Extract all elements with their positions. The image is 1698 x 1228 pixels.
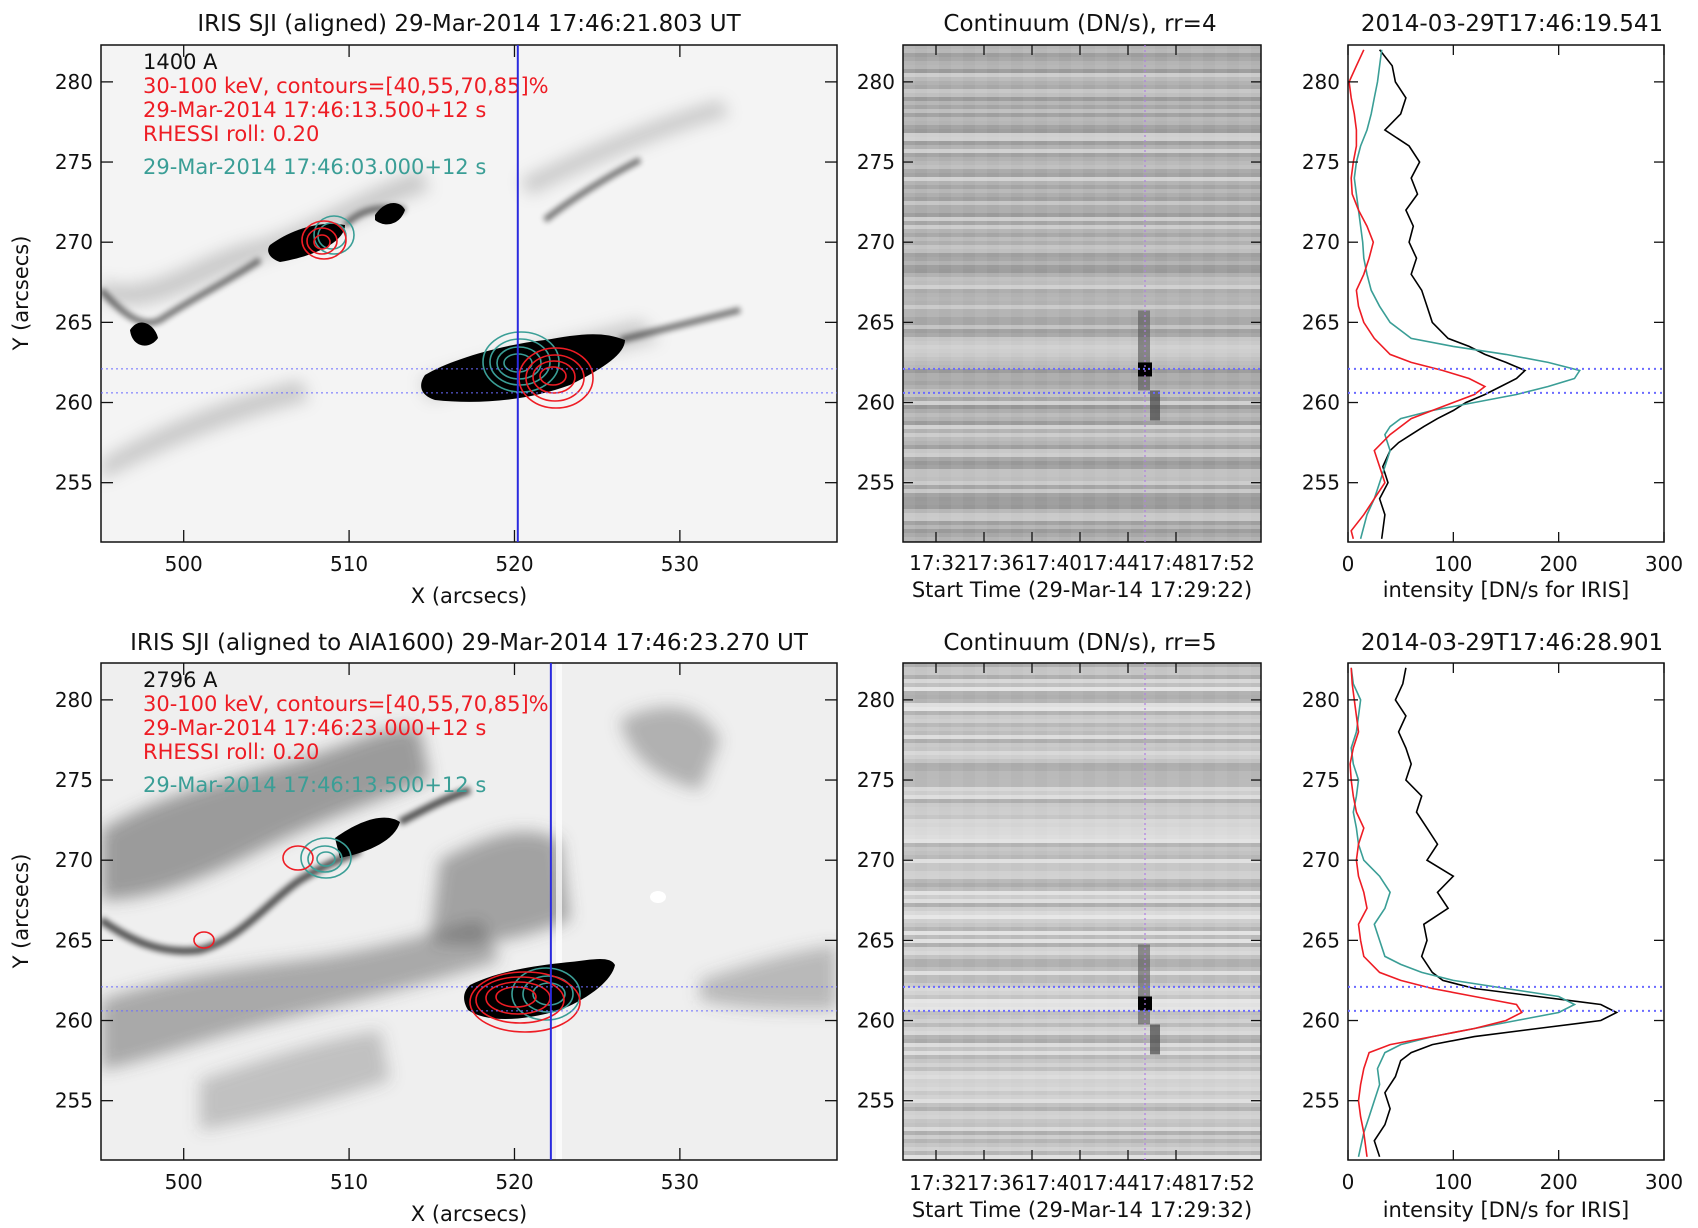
image-ytick-label: 270 — [55, 848, 93, 872]
spectrum-ytick-label: 260 — [857, 391, 895, 415]
profile-xtick-label: 0 — [1342, 1170, 1355, 1194]
image-ytick-label: 275 — [55, 768, 93, 792]
image-xtick-label: 520 — [495, 552, 533, 576]
profile-xtick-label: 100 — [1434, 1170, 1472, 1194]
profile-ytick-label: 265 — [1302, 928, 1340, 952]
image-ytick-label: 260 — [55, 391, 93, 415]
annotations-1: 1400 A 30-100 keV, contours=[40,55,70,85… — [143, 50, 549, 179]
image-xtick-label: 500 — [165, 552, 203, 576]
spectrum-title-2: Continuum (DN/s), rr=5 — [943, 630, 1216, 656]
image-ytick-label: 270 — [55, 230, 93, 254]
profile-series-1 — [1378, 49, 1527, 539]
profile-ytick-label: 260 — [1302, 391, 1340, 415]
image-title-2: IRIS SJI (aligned to AIA1600) 29-Mar-201… — [130, 630, 809, 656]
image-xtick-label: 530 — [661, 1170, 699, 1194]
rhessi-contours-2 — [193, 837, 581, 1033]
spectrum-ytick-label: 280 — [857, 688, 895, 712]
spectrum-ytick-label: 270 — [857, 230, 895, 254]
image-ytick-label: 265 — [55, 310, 93, 334]
spectrum-ytick-label: 275 — [857, 150, 895, 174]
profile-ytick-label: 255 — [1302, 471, 1340, 495]
spectrum-image-2 — [903, 663, 1261, 1160]
profile-xtick-label: 300 — [1645, 552, 1683, 576]
image-xtick-label: 500 — [165, 1170, 203, 1194]
annotation-rhessi-time-1: 29-Mar-2014 17:46:13.500+12 s — [143, 98, 486, 122]
profile-series-3 — [1348, 49, 1487, 540]
spectrum-ytick-label: 265 — [857, 310, 895, 334]
image-xlabel-2: X (arcsecs) — [411, 1202, 527, 1226]
profile-ytick-label: 275 — [1302, 150, 1340, 174]
profile-ytick-label: 265 — [1302, 310, 1340, 334]
profile-plot-1 — [1348, 49, 1581, 540]
annotation-teal-time-2: 29-Mar-2014 17:46:13.500+12 s — [143, 773, 486, 797]
annotation-wavelength-1: 1400 A — [143, 50, 218, 74]
image-ytick-label: 275 — [55, 150, 93, 174]
sji-image-2 — [101, 663, 837, 1160]
profile-ytick-label: 260 — [1302, 1009, 1340, 1033]
profile-ytick-label: 280 — [1302, 688, 1340, 712]
image-ylabel-2: Y (arcsecs) — [9, 854, 33, 970]
profile-series-3 — [1349, 667, 1523, 1157]
spectrum-xticks-1: 17:3217:3617:4017:4417:4817:52 — [909, 551, 1255, 575]
image-ytick-label: 280 — [55, 688, 93, 712]
spectrum-xlabel-1: Start Time (29-Mar-14 17:29:22) — [912, 578, 1252, 602]
profile-xlabel-1: intensity [DN/s for IRIS] — [1383, 578, 1630, 602]
image-xtick-label: 510 — [330, 552, 368, 576]
image-ytick-label: 255 — [55, 471, 93, 495]
profile-series-2 — [1350, 667, 1577, 1157]
image-xtick-label: 530 — [661, 552, 699, 576]
annotation-rhessi-time-2: 29-Mar-2014 17:46:23.000+12 s — [143, 716, 486, 740]
spectrum-ytick-label: 270 — [857, 848, 895, 872]
image-xlabel-1: X (arcsecs) — [411, 584, 527, 608]
profile-ytick-label: 255 — [1302, 1089, 1340, 1113]
spectrum-ytick-label: 280 — [857, 70, 895, 94]
profile-title-2: 2014-03-29T17:46:28.901 — [1361, 630, 1663, 656]
profile-xtick-label: 0 — [1342, 552, 1355, 576]
spectrum-ytick-label: 275 — [857, 768, 895, 792]
profile-xtick-label: 100 — [1434, 552, 1472, 576]
axis-ticks: 255 260 265 270 275 280 500 510 520 530 255 260 265 2… — [55, 45, 1683, 1194]
annotation-energy-1: 30-100 keV, contours=[40,55,70,85]% — [143, 74, 549, 98]
spectrum-xticks-2: 17:3217:3617:4017:4417:4817:52 — [909, 1171, 1255, 1195]
profile-xlabel-2: intensity [DN/s for IRIS] — [1383, 1198, 1630, 1222]
spectrum-ytick-label: 255 — [857, 1089, 895, 1113]
image-title-1: IRIS SJI (aligned) 29-Mar-2014 17:46:21.… — [197, 11, 741, 37]
image-ytick-label: 260 — [55, 1009, 93, 1033]
profile-series-2 — [1353, 49, 1581, 540]
profile-xtick-label: 300 — [1645, 1170, 1683, 1194]
profile-xtick-label: 200 — [1540, 1170, 1578, 1194]
slit-and-guide-lines — [101, 45, 1664, 1160]
profile-xtick-label: 200 — [1540, 552, 1578, 576]
image-xtick-label: 510 — [330, 1170, 368, 1194]
spectrum-title-1: Continuum (DN/s), rr=4 — [943, 11, 1216, 37]
profile-ytick-label: 270 — [1302, 848, 1340, 872]
profile-ytick-label: 275 — [1302, 768, 1340, 792]
profile-plot-2 — [1349, 667, 1619, 1158]
image-ytick-label: 280 — [55, 70, 93, 94]
image-ytick-label: 265 — [55, 928, 93, 952]
annotation-energy-2: 30-100 keV, contours=[40,55,70,85]% — [143, 692, 549, 716]
spectrum-xlabel-2: Start Time (29-Mar-14 17:29:32) — [912, 1198, 1252, 1222]
image-ytick-label: 255 — [55, 1089, 93, 1113]
spectrum-image-1 — [903, 45, 1261, 542]
annotation-roll-2: RHESSI roll: 0.20 — [143, 740, 319, 764]
spectrum-ytick-label: 265 — [857, 928, 895, 952]
spectrum-ytick-label: 255 — [857, 471, 895, 495]
profile-series-1 — [1373, 667, 1619, 1158]
image-xtick-label: 520 — [495, 1170, 533, 1194]
image-ylabel-1: Y (arcsecs) — [9, 236, 33, 352]
annotation-roll-1: RHESSI roll: 0.20 — [143, 122, 319, 146]
annotations-2: 2796 A 30-100 keV, contours=[40,55,70,85… — [143, 668, 549, 797]
annotation-wavelength-2: 2796 A — [143, 668, 218, 692]
annotation-teal-time-1: 29-Mar-2014 17:46:03.000+12 s — [143, 155, 486, 179]
spectrum-ytick-label: 260 — [857, 1009, 895, 1033]
profile-title-1: 2014-03-29T17:46:19.541 — [1361, 11, 1663, 37]
profile-ytick-label: 280 — [1302, 70, 1340, 94]
profile-ytick-label: 270 — [1302, 230, 1340, 254]
